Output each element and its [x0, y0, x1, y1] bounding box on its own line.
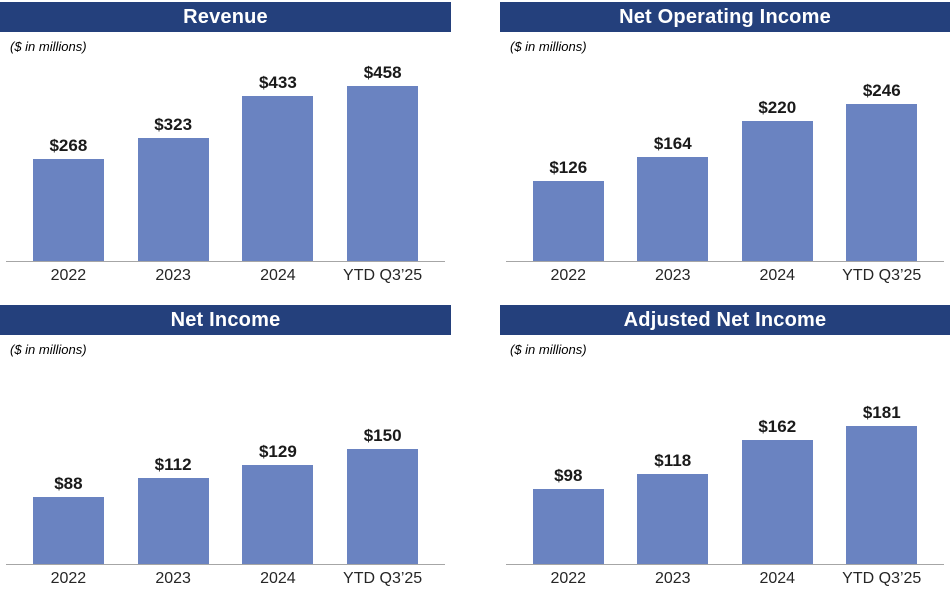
bar-slot: $150 [330, 426, 435, 564]
x-axis: 2022 2023 2024 YTD Q3’25 [6, 262, 445, 296]
chart-subtitle: ($ in millions) [510, 39, 587, 54]
chart-subtitle: ($ in millions) [10, 342, 87, 357]
x-axis-label: 2024 [759, 267, 796, 284]
chart-title: Net Operating Income [619, 5, 831, 28]
chart-title-banner: Net Operating Income [500, 2, 950, 32]
bar-value-label: $246 [862, 81, 901, 100]
chart-net-operating-income: Net Operating Income ($ in millions) $12… [500, 0, 950, 296]
chart-subtitle: ($ in millions) [510, 342, 587, 357]
bar-slot: $126 [516, 158, 621, 261]
bar-value-label: $118 [654, 451, 692, 470]
bar-slot: $181 [830, 403, 935, 564]
x-axis-label: 2022 [50, 267, 87, 284]
bar-value-label: $164 [653, 134, 692, 153]
bar-value-label: $220 [758, 98, 797, 117]
bar [741, 121, 813, 261]
bar-slot: $162 [725, 417, 830, 564]
bar-slot: $220 [725, 98, 830, 261]
bar-slot: $88 [16, 474, 121, 564]
x-axis-label: 2024 [260, 570, 296, 587]
chart-net-income: Net Income ($ in millions) $88 $112 $129 $1… [0, 296, 451, 593]
bar-slot: $129 [226, 442, 331, 564]
bar [637, 474, 709, 564]
bar-slot: $268 [16, 136, 121, 261]
bar-slot: $98 [516, 466, 621, 564]
bar-slot: $246 [830, 81, 935, 261]
chart-revenue: Revenue ($ in millions) $268 $323 $433 $458… [0, 0, 451, 296]
bar [347, 449, 419, 564]
bar [137, 478, 209, 564]
bar-slot: $433 [226, 73, 331, 261]
bar-value-label: $88 [54, 474, 83, 493]
x-axis-label: 2022 [50, 570, 87, 587]
chart-plot-area: $126 $164 $220 $246 [506, 54, 944, 262]
x-axis: 2022 2023 2024 YTD Q3’25 [506, 262, 944, 296]
x-axis-label: 2022 [550, 570, 587, 587]
bar-value-label: $150 [363, 426, 402, 445]
bar-value-label: $433 [258, 73, 297, 92]
bar [242, 465, 314, 564]
bar [32, 159, 104, 261]
bar-value-label: $181 [862, 403, 901, 422]
bar-value-label: $268 [49, 136, 88, 155]
chart-plot-area: $268 $323 $433 $458 [6, 54, 445, 262]
bar [532, 489, 604, 564]
chart-subtitle: ($ in millions) [10, 39, 87, 54]
bar [242, 96, 314, 261]
bar-slot: $458 [330, 63, 435, 261]
chart-title: Adjusted Net Income [623, 308, 827, 331]
bar [741, 440, 813, 564]
x-axis-label: 2024 [260, 267, 296, 284]
x-axis-label: 2024 [759, 570, 796, 587]
chart-title: Revenue [183, 5, 268, 28]
bar [846, 104, 918, 261]
x-axis-label: 2022 [550, 267, 587, 284]
x-axis-label: YTD Q3’25 [343, 267, 423, 284]
bar [347, 86, 419, 261]
bar-value-label: $126 [549, 158, 588, 177]
bar-value-label: $98 [554, 466, 583, 485]
bar [846, 426, 918, 564]
bar-slot: $323 [121, 115, 226, 261]
chart-title-banner: Adjusted Net Income [500, 305, 950, 335]
bar-value-label: $458 [363, 63, 402, 82]
bar-value-label: $162 [758, 417, 797, 436]
x-axis-label: 2023 [155, 570, 191, 587]
bar [137, 138, 209, 261]
chart-adjusted-net-income: Adjusted Net Income ($ in millions) $98 $… [500, 296, 950, 593]
bar [532, 181, 604, 261]
x-axis: 2022 2023 2024 YTD Q3’25 [506, 565, 944, 593]
x-axis-label: YTD Q3’25 [842, 570, 922, 587]
bar-value-label: $112 [154, 455, 192, 474]
bar-value-label: $323 [154, 115, 193, 134]
x-axis-label: YTD Q3’25 [343, 570, 423, 587]
chart-title-banner: Net Income [0, 305, 451, 335]
bar-value-label: $129 [258, 442, 297, 461]
bar-slot: $164 [621, 134, 726, 261]
bar-slot: $118 [621, 451, 726, 564]
x-axis: 2022 2023 2024 YTD Q3’25 [6, 565, 445, 593]
chart-title: Net Income [170, 308, 281, 331]
chart-plot-area: $88 $112 $129 $150 [6, 357, 445, 565]
bar-slot: $112 [121, 455, 226, 564]
bar [32, 497, 104, 564]
chart-title-banner: Revenue [0, 2, 451, 32]
x-axis-label: YTD Q3’25 [842, 267, 922, 284]
x-axis-label: 2023 [654, 570, 691, 587]
chart-plot-area: $98 $118 $162 $181 [506, 357, 944, 565]
bar [637, 157, 709, 261]
x-axis-label: 2023 [155, 267, 191, 284]
x-axis-label: 2023 [654, 267, 691, 284]
